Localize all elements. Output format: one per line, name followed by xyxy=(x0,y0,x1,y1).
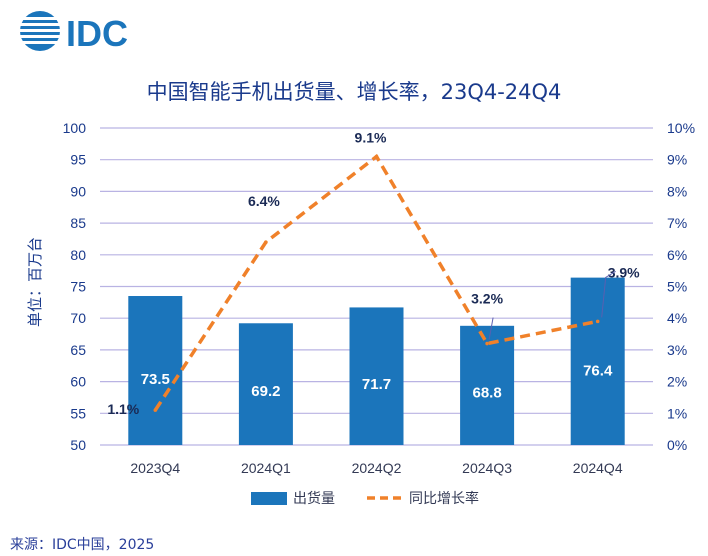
y2-tick-label: 2% xyxy=(667,374,687,390)
line-point xyxy=(153,408,158,412)
idc-logo: IDC xyxy=(20,11,128,54)
bar xyxy=(238,323,293,445)
line-point xyxy=(595,319,600,324)
y-tick-label: 70 xyxy=(70,310,86,326)
x-tick-label: 2024Q4 xyxy=(573,460,623,476)
logo-text: IDC xyxy=(66,13,128,54)
y-axis-left: 50 55 60 65 70 75 80 85 90 95 100 xyxy=(63,120,87,453)
y-tick-label: 85 xyxy=(70,215,86,231)
line-point xyxy=(264,240,268,244)
line-point xyxy=(374,154,379,159)
line-value-label: 3.9% xyxy=(608,264,640,280)
line-value-label: 9.1% xyxy=(355,130,387,146)
y2-tick-label: 6% xyxy=(667,247,687,263)
legend-swatch-bar xyxy=(251,492,287,505)
bar xyxy=(349,307,404,445)
y2-tick-label: 5% xyxy=(667,279,687,295)
globe-icon xyxy=(20,11,60,51)
y-tick-label: 55 xyxy=(70,405,86,421)
y2-tick-label: 4% xyxy=(667,310,687,326)
bar-value-label: 68.8 xyxy=(472,384,501,401)
bar-value-label: 71.7 xyxy=(362,376,391,393)
y2-tick-label: 7% xyxy=(667,215,687,231)
chart-title: 中国智能手机出货量、增长率，23Q4-24Q4 xyxy=(146,80,562,104)
legend-label: 出货量 xyxy=(293,490,335,507)
leader-line xyxy=(601,270,616,318)
y-tick-label: 80 xyxy=(70,247,86,263)
bar-value-label: 69.2 xyxy=(251,383,280,400)
y-tick-label: 65 xyxy=(70,342,86,358)
bar-series xyxy=(128,277,625,445)
bar xyxy=(128,296,183,445)
y-axis-label: 单位：百万台 xyxy=(26,237,44,327)
y2-tick-label: 0% xyxy=(667,437,687,453)
x-tick-label: 2024Q3 xyxy=(462,460,512,476)
legend: 出货量 同比增长率 xyxy=(251,490,479,507)
bar xyxy=(460,325,515,445)
y-tick-label: 50 xyxy=(70,437,86,453)
leader-line xyxy=(488,317,494,340)
y2-tick-label: 8% xyxy=(667,183,687,199)
x-axis: 2023Q4 2024Q1 2024Q2 2024Q3 2024Q4 xyxy=(130,460,622,476)
x-tick-label: 2024Q1 xyxy=(241,460,291,476)
y-tick-label: 90 xyxy=(70,183,86,199)
bar-value-label: 73.5 xyxy=(141,371,170,388)
line-series xyxy=(153,153,600,412)
line-value-label: 1.1% xyxy=(107,401,139,417)
bar xyxy=(570,277,625,445)
y2-tick-label: 9% xyxy=(667,152,687,168)
bar-value-label: 76.4 xyxy=(583,363,613,380)
y2-tick-label: 10% xyxy=(667,120,695,136)
bar-value-labels: 73.5 69.2 71.7 68.8 76.4 xyxy=(141,363,613,402)
y-tick-label: 75 xyxy=(70,279,86,295)
y2-tick-label: 1% xyxy=(667,405,687,421)
line-value-label: 6.4% xyxy=(248,193,280,209)
x-tick-label: 2024Q2 xyxy=(352,460,402,476)
line-value-labels: 1.1% 6.4% 9.1% 3.2% 3.9% xyxy=(107,130,640,418)
source-note: 来源：IDC中国，2025 xyxy=(10,537,155,553)
y-tick-label: 60 xyxy=(70,374,86,390)
y-tick-label: 100 xyxy=(63,120,87,136)
legend-label: 同比增长率 xyxy=(409,490,479,507)
line-point xyxy=(485,341,489,346)
y-axis-right: 0% 1% 2% 3% 4% 5% 6% 7% 8% 9% 10% xyxy=(667,120,695,453)
y-tick-label: 95 xyxy=(70,152,86,168)
y2-tick-label: 3% xyxy=(667,342,687,358)
line-value-label: 3.2% xyxy=(471,291,503,307)
x-tick-label: 2023Q4 xyxy=(130,460,180,476)
